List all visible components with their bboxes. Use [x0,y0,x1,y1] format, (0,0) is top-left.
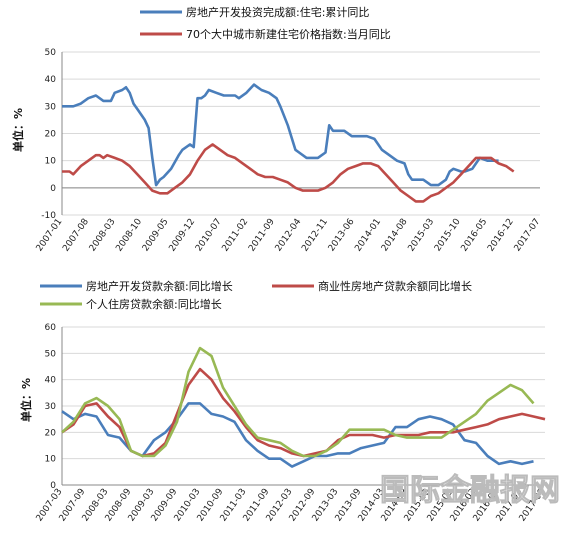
top-y-tick-label: 20 [45,130,57,140]
top-y-tick-label: 50 [45,48,57,58]
top-chart-plot-area: -10010203040502007-012007-082008-032008-… [35,48,543,254]
top-y-tick-label: 30 [45,102,57,112]
bottom-series-line-3 [61,346,535,458]
bottom-chart-legend: 房地产开发贷款余额:同比增长 商业性房地产贷款余额同比增长 个人住房贷款余额:同… [40,279,472,311]
bottom-legend-label-3: 个人住房贷款余额:同比增长 [86,297,222,311]
top-y-tick-label: 40 [45,75,57,85]
watermark-logo: 国际金融报网 [380,473,560,508]
bottom-series-line-1 [61,402,534,468]
bottom-y-tick-label: 10 [45,455,57,465]
top-legend-label-1: 房地产开发投资完成额:住宅:累计同比 [186,5,369,19]
top-legend-label-2: 70个大中城市新建住宅价格指数:当月同比 [186,27,391,41]
bottom-y-tick-label: 20 [45,428,57,438]
top-series-line-1 [62,83,499,187]
bottom-y-tick-label: 40 [45,376,57,386]
bottom-y-tick-label: 30 [45,402,57,412]
top-x-tick-label: 2017-07 [513,217,543,254]
bottom-legend-label-1: 房地产开发贷款余额:同比增长 [86,279,233,293]
top-chart-y-axis-label: 单位：% [11,108,25,152]
bottom-legend-label-2: 商业性房地产贷款余额同比增长 [318,279,472,293]
bottom-y-tick-label: 50 [45,349,57,359]
top-y-tick-label: 10 [45,157,57,167]
top-y-tick-label: -10 [41,211,56,221]
top-y-tick-label: 0 [50,184,56,194]
bottom-y-tick-label: 0 [50,481,56,491]
bottom-chart-y-axis-label: 单位：% [19,378,33,422]
bottom-y-tick-label: 60 [45,323,57,333]
top-series-line-2 [62,143,515,203]
top-chart-legend: 房地产开发投资完成额:住宅:累计同比 70个大中城市新建住宅价格指数:当月同比 [140,5,391,41]
